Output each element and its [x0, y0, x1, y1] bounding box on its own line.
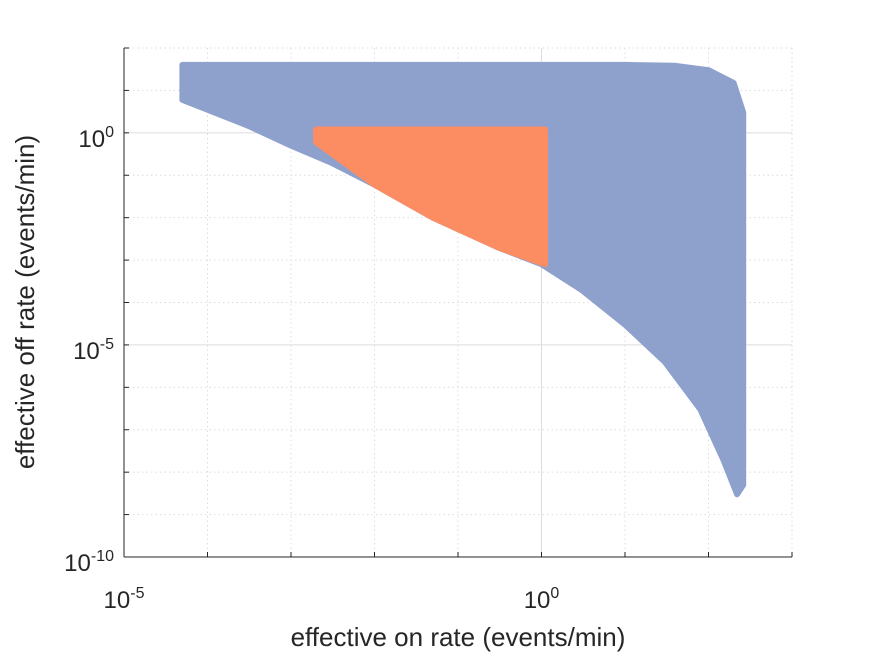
- x-tick-label: 100: [524, 585, 560, 614]
- tick-labels: 10-5 100 10-10 10-5 100: [64, 124, 559, 614]
- x-tick-label: 10-5: [104, 585, 145, 614]
- x-axis-label: effective on rate (events/min): [291, 622, 626, 652]
- y-tick-label: 100: [78, 124, 114, 153]
- y-tick-label: 10-10: [64, 548, 114, 577]
- y-axis-label: effective off rate (events/min): [10, 135, 40, 469]
- series-region-2: [313, 126, 548, 268]
- y-tick-label: 10-5: [73, 336, 114, 365]
- axes: [123, 47, 793, 558]
- series-region-1: [179, 61, 747, 498]
- series-layer: [179, 61, 747, 498]
